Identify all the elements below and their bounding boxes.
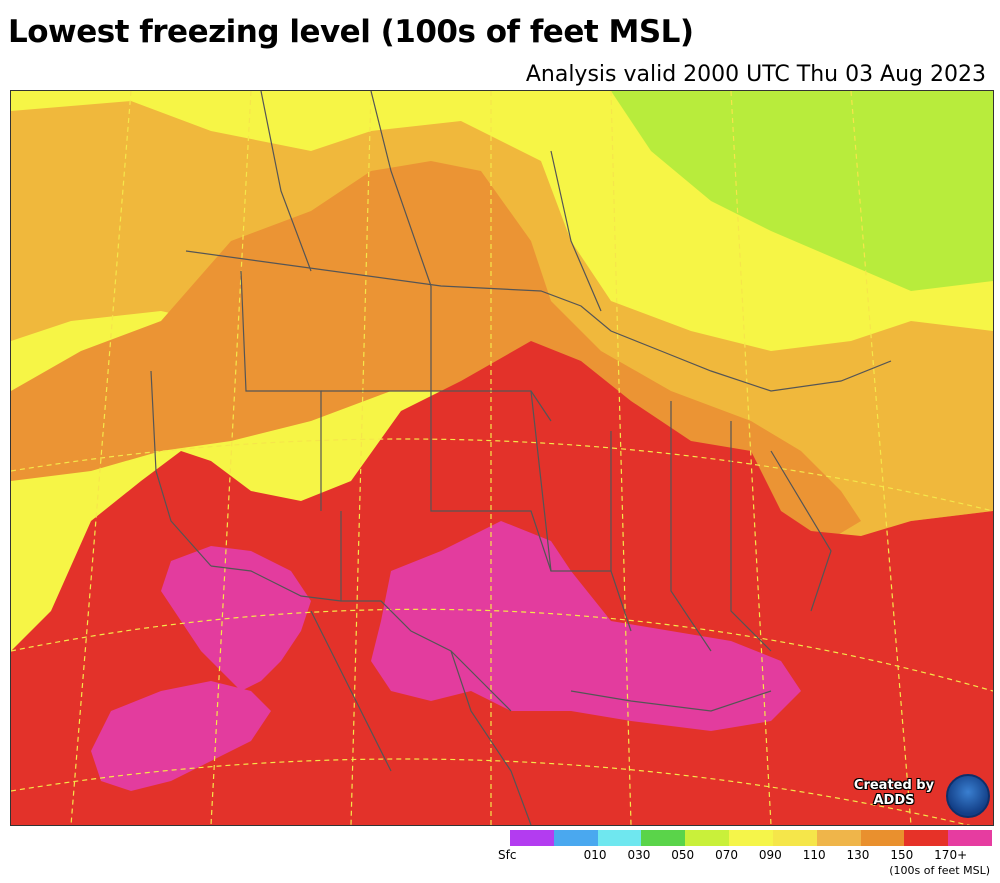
legend-label: 010 [583, 848, 607, 862]
legend-label: 170+ [934, 848, 968, 862]
analysis-valid-time: Analysis valid 2000 UTC Thu 03 Aug 2023 [525, 62, 986, 87]
legend-swatch [816, 830, 861, 846]
legend-swatch [553, 830, 598, 846]
noaa-logo-icon [946, 774, 990, 818]
legend-swatch [860, 830, 905, 846]
credit-line-1: Created by [853, 778, 935, 793]
lat-lon-grid [11, 91, 993, 825]
map-canvas [11, 91, 993, 825]
legend-label: Sfc [498, 848, 517, 862]
legend-label: 110 [802, 848, 826, 862]
legend-swatch [772, 830, 817, 846]
legend-label: 130 [846, 848, 870, 862]
band-green [611, 91, 993, 291]
legend-label: 150 [890, 848, 914, 862]
freezing-level-map [10, 90, 994, 826]
legend-label: 050 [671, 848, 695, 862]
map-title: Lowest freezing level (100s of feet MSL) [8, 14, 694, 50]
legend-swatch [685, 830, 730, 846]
legend-units: (100s of feet MSL) [889, 864, 990, 877]
color-legend [510, 830, 992, 846]
legend-label: 070 [715, 848, 738, 862]
legend-label: 030 [627, 848, 651, 862]
legend-labels: Sfc 010 030 050 070 090 110 130 150 170+ [498, 848, 998, 864]
legend-swatch [948, 830, 992, 846]
credit-line-2: ADDS [873, 793, 915, 808]
legend-swatch [641, 830, 686, 846]
political-borders [150, 91, 892, 825]
legend-label: 090 [758, 848, 782, 862]
band-magenta-pacific [91, 681, 271, 791]
credit-text: Created by ADDS [848, 778, 940, 808]
legend-swatch [510, 830, 554, 846]
legend-swatch [597, 830, 642, 846]
legend-swatch [729, 830, 773, 846]
legend-swatch [904, 830, 949, 846]
credit-badge: Created by ADDS [848, 772, 990, 820]
